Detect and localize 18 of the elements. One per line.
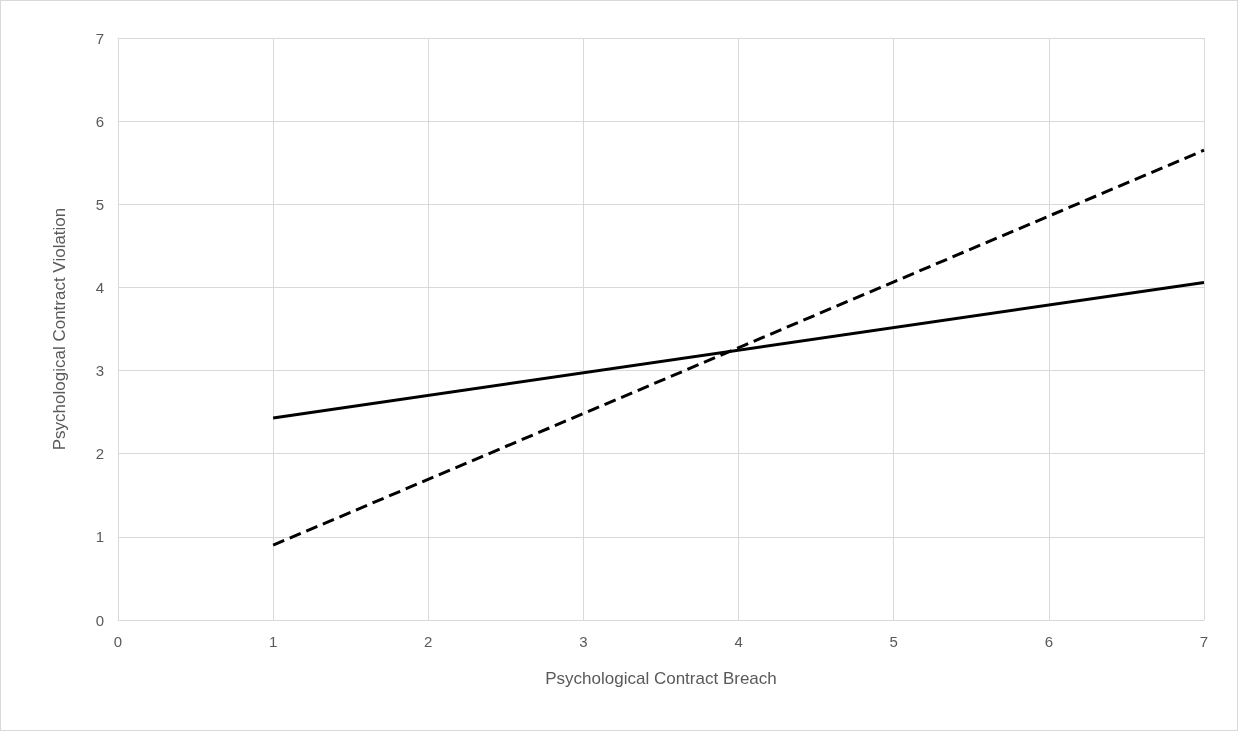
y-tick-label: 6 (95, 112, 104, 130)
x-tick-label: 6 (1044, 633, 1054, 650)
y-tick-label: 1 (95, 528, 104, 546)
y-tick-label: 7 (95, 29, 104, 47)
x-tick-label: 4 (734, 633, 743, 650)
y-axis-title: Psychological Contract Violation (50, 207, 69, 451)
x-tick-label: 1 (268, 633, 278, 650)
y-tick-label: 5 (95, 195, 104, 213)
x-tick-label: 3 (579, 633, 588, 650)
y-tick-label: 3 (95, 362, 104, 380)
x-tick-label: 7 (1199, 633, 1209, 650)
x-tick-label: 2 (424, 633, 433, 650)
x-tick-label: 0 (113, 633, 123, 650)
y-tick-label: 4 (95, 278, 104, 296)
y-tick-label: 2 (95, 445, 104, 463)
x-tick-label: 5 (889, 633, 898, 650)
x-axis-title: Psychological Contract Breach (545, 669, 777, 688)
y-tick-label: 0 (95, 611, 104, 629)
